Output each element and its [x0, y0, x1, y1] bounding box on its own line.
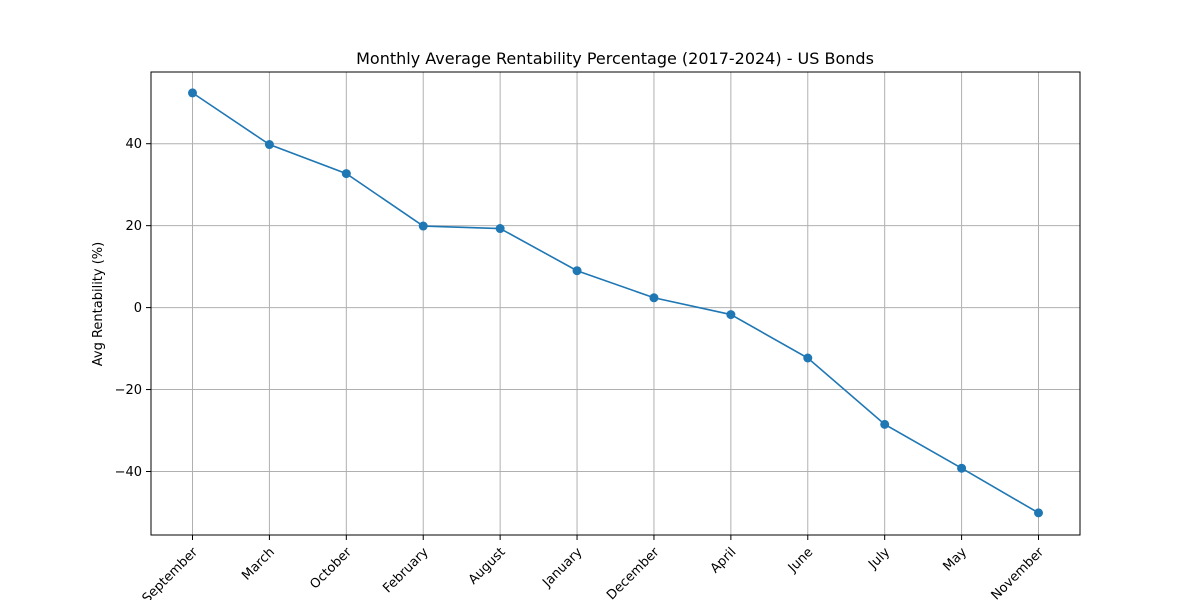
axis-ticks: September March October February August Janua…	[115, 137, 1048, 600]
data-point	[188, 88, 197, 98]
chart-title: Monthly Average Rentability Percentage (…	[356, 49, 874, 68]
y-tick-label: 40	[125, 137, 142, 152]
x-tick-label: December	[604, 544, 663, 600]
x-tick-label: October	[307, 544, 355, 592]
y-tick-label: 0	[134, 301, 142, 316]
data-point	[418, 221, 428, 231]
data-point	[341, 169, 351, 179]
data-point	[726, 310, 736, 320]
x-tick-label: February	[380, 545, 432, 597]
data-point	[495, 224, 505, 234]
data-point	[880, 419, 890, 429]
data-point	[572, 266, 582, 276]
plot-frame	[150, 71, 1081, 536]
x-tick-label: August	[466, 545, 509, 588]
x-tick-label: April	[708, 545, 740, 577]
x-tick-label: November	[989, 544, 1048, 600]
x-tick-label: March	[239, 545, 278, 584]
data-point	[1034, 508, 1043, 518]
x-tick-label: June	[785, 545, 816, 576]
series-line	[192, 92, 1039, 514]
grid	[151, 72, 1080, 535]
y-tick-label: 20	[125, 219, 142, 234]
x-tick-label: May	[940, 545, 970, 575]
data-series	[188, 88, 1043, 518]
y-tick-label: −20	[115, 383, 142, 398]
x-tick-label: January	[539, 545, 585, 591]
y-tick-label: −40	[115, 465, 142, 480]
data-point	[957, 463, 967, 473]
x-tick-label: September	[140, 544, 202, 600]
x-tick-label: July	[865, 545, 893, 573]
data-point	[264, 140, 274, 150]
data-point	[803, 353, 813, 363]
y-axis-label: Avg Rentability (%)	[91, 242, 106, 366]
data-point	[649, 293, 659, 303]
